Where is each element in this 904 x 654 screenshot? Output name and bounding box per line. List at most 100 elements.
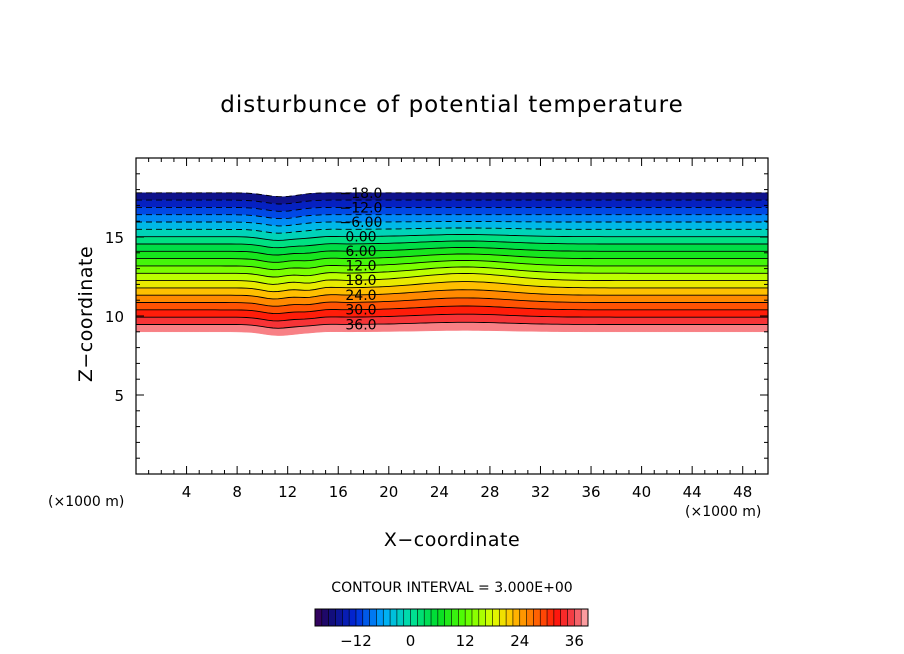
colorbar-cell [574,609,582,626]
colorbar-cell [471,609,480,626]
colorbar-cell [403,609,411,626]
colorbar-cell [547,609,555,626]
contour-line [136,192,768,198]
colorbar-cell [410,609,418,626]
contour-line [136,266,768,278]
x-tick-label: 12 [278,483,297,501]
contour-line [136,260,768,271]
colorbar-tick-label: 36 [565,632,584,650]
x-tick-label: 32 [531,483,550,501]
colorbar-cell [553,609,562,626]
x-tick-label: 4 [182,483,192,501]
y-tick-label: 5 [114,387,124,405]
x-tick-label: 20 [379,483,398,501]
contour-line [136,253,768,263]
x-tick-label: 40 [632,483,651,501]
colorbar-cell [519,609,527,626]
x-unit-label-left: (×1000 m) [48,494,124,510]
y-tick-label: 10 [105,308,124,326]
colorbar-cell [581,609,589,626]
colorbar-cell [540,609,548,626]
colorbar-cell [512,609,521,626]
colorbar-tick-label: −12 [340,632,372,650]
contour-label: −6.00 [340,215,383,231]
colorbar-cell [485,609,493,626]
x-tick-label: 28 [480,483,499,501]
contour-label: 18.0 [345,273,376,289]
colorbar-cell [355,609,364,626]
y-tick-labels: 5 10 15 [105,229,124,405]
axis-ticks [136,158,768,474]
colorbar-tick-label: 12 [456,632,475,650]
x-tick-label: 36 [581,483,600,501]
colorbar-cell [465,609,473,626]
chart-title: disturbunce of potential temperature [220,92,684,118]
contour-line [136,199,768,205]
colorbar-cell [533,609,541,626]
x-tick-label: 48 [733,483,752,501]
contour-label: 36.0 [345,317,376,333]
x-tick-label: 44 [683,483,702,501]
colorbar-cell [349,609,357,626]
colorbar-cell [335,609,343,626]
contour-line [136,247,768,256]
colorbar-cell [342,609,350,626]
colorbar-cell [390,609,398,626]
contour-label: 24.0 [345,288,376,304]
x-unit-label-right: (×1000 m) [685,504,761,520]
x-tick-labels: 4 8 12 16 20 24 28 32 36 40 44 48 [182,483,752,501]
contour-label: −18.0 [340,186,383,202]
x-tick-label: 16 [329,483,348,501]
colorbar-cell [383,609,391,626]
contour-line [136,305,768,315]
colorbar-cell [424,609,432,626]
colorbar-cell [362,609,370,626]
colorbar-cell [526,609,534,626]
colorbar-frame [314,608,589,627]
x-axis-label: X−coordinate [384,529,520,551]
colorbar-tick-labels: −12 0 12 24 36 [340,632,584,650]
colorbar-cell [328,609,336,626]
colorbar-cell [458,609,466,626]
colorbar-cell [492,609,500,626]
contour-line [136,281,768,293]
contour-label: 0.00 [345,230,376,246]
colorbar-cell [567,609,575,626]
contour-label: 6.00 [345,244,376,260]
contour-labels: −18.0−12.0−6.000.006.0012.018.024.030.03… [340,186,383,334]
colorbar-cell [396,609,405,626]
contour-lines [136,192,768,329]
contour-line [136,214,768,220]
colorbar-cell [417,609,425,626]
contour-line [136,273,768,285]
colorbar-tick-label: 0 [406,632,416,650]
contour-line [136,297,768,307]
colorbar-cell [369,609,377,626]
colorbar-cell [321,609,329,626]
contour-line [136,313,768,322]
contour-label: 30.0 [345,303,376,319]
y-axis-label: Z−coordinate [75,246,97,382]
contour-line [136,227,768,234]
colorbar-cell [444,609,452,626]
contour-line [136,234,768,241]
contour-line [136,289,768,300]
colorbar-cell [506,609,514,626]
colorbar-cell [431,609,439,626]
contour-line [136,321,768,329]
colorbar-cell [315,609,323,626]
x-tick-label: 24 [430,483,449,501]
x-tick-label: 8 [232,483,242,501]
contour-line [136,206,768,212]
contour-label: −12.0 [340,200,383,216]
colorbar [314,608,589,627]
colorbar-cell [560,609,568,626]
colorbar-tick-label: 24 [510,632,529,650]
colorbar-cell [437,609,445,626]
plot-area: −18.0−12.0−6.000.006.0012.018.024.030.03… [135,157,769,475]
contour-line [136,221,768,227]
contour-label: 12.0 [345,259,376,275]
colorbar-cell [451,609,459,626]
colorbar-cell [478,609,486,626]
